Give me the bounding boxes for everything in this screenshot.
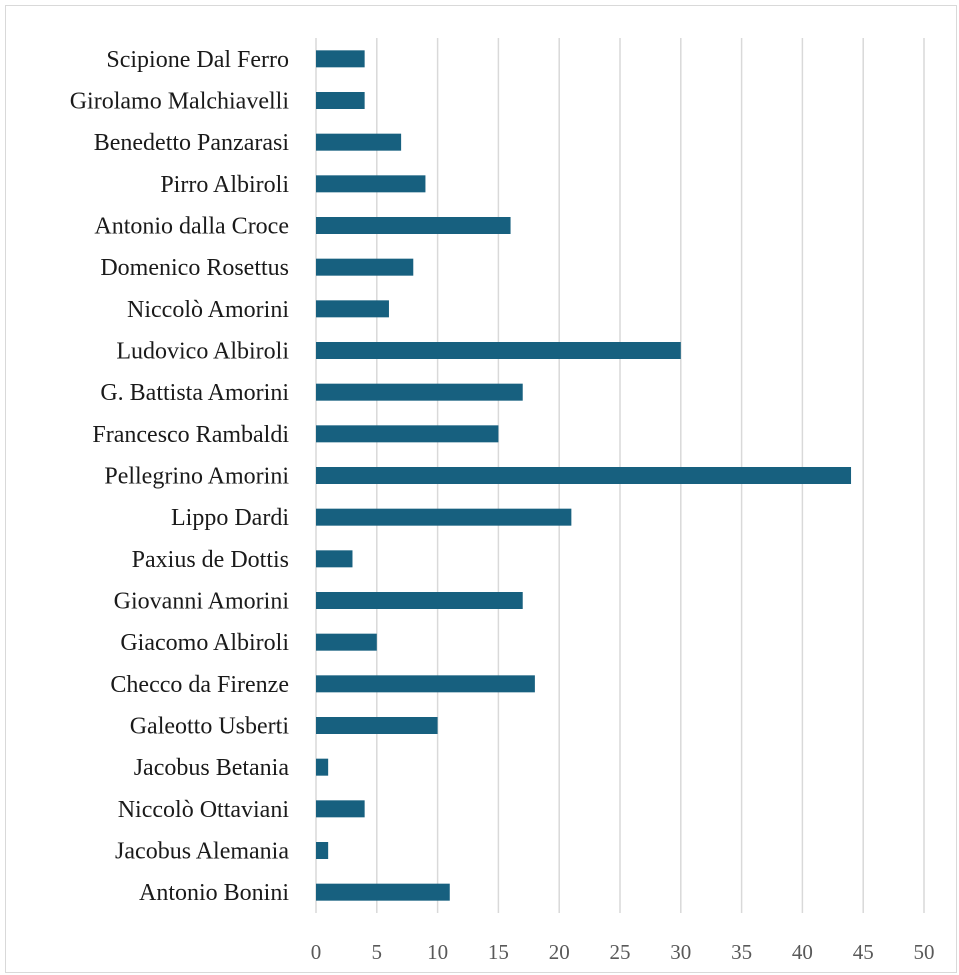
- bar-8: [316, 383, 523, 401]
- bar-9: [316, 425, 499, 443]
- bar-4: [316, 217, 511, 234]
- bar-17: [316, 758, 329, 776]
- bar-12: [316, 550, 353, 568]
- bar-5: [316, 258, 414, 276]
- category-label-9: Francesco Rambaldi: [92, 422, 289, 448]
- category-label-1: Girolamo Malchiavelli: [70, 89, 290, 115]
- x-tick-label-20: 20: [549, 940, 570, 964]
- category-label-11: Lippo Dardi: [171, 505, 289, 531]
- category-label-19: Jacobus Alemania: [115, 839, 289, 865]
- category-label-7: Ludovico Albiroli: [116, 339, 289, 365]
- category-label-12: Paxius de Dottis: [132, 547, 289, 573]
- category-label-4: Antonio dalla Croce: [94, 214, 289, 240]
- bar-13: [316, 592, 523, 609]
- x-tick-label-40: 40: [792, 940, 813, 964]
- chart-frame: Scipione Dal Ferro Girolamo Malchiavelli B…: [5, 5, 957, 973]
- x-tick-label-50: 50: [914, 940, 935, 964]
- category-labels: Scipione Dal Ferro Girolamo Malchiavelli B…: [70, 47, 290, 906]
- bar-7: [316, 342, 681, 359]
- bar-3: [316, 175, 426, 193]
- bar-15: [316, 675, 535, 693]
- category-label-6: Niccolò Amorini: [127, 297, 289, 323]
- x-tick-label-0: 0: [311, 940, 322, 964]
- bar-chart: Scipione Dal Ferro Girolamo Malchiavelli B…: [70, 38, 935, 964]
- category-label-14: Giacomo Albiroli: [120, 630, 289, 656]
- x-tick-label-35: 35: [731, 940, 752, 964]
- category-label-10: Pellegrino Amorini: [104, 464, 289, 490]
- category-label-0: Scipione Dal Ferro: [106, 47, 289, 73]
- x-tick-label-10: 10: [427, 940, 448, 964]
- bar-11: [316, 508, 572, 526]
- bar-0: [316, 50, 365, 68]
- category-label-13: Giovanni Amorini: [114, 589, 290, 615]
- category-label-20: Antonio Bonini: [139, 880, 289, 906]
- bar-18: [316, 800, 365, 818]
- bar-10: [316, 467, 852, 484]
- x-tick-label-5: 5: [372, 940, 383, 964]
- category-label-2: Benedetto Panzarasi: [94, 130, 290, 156]
- bar-20: [316, 883, 450, 901]
- bar-6: [316, 300, 389, 318]
- category-label-5: Domenico Rosettus: [100, 255, 289, 281]
- category-label-8: G. Battista Amorini: [100, 380, 289, 406]
- category-label-15: Checco da Firenze: [110, 672, 289, 698]
- bar-19: [316, 842, 329, 859]
- bar-14: [316, 633, 377, 651]
- category-label-18: Niccolò Ottaviani: [118, 797, 290, 823]
- category-label-3: Pirro Albiroli: [160, 172, 289, 198]
- category-label-16: Galeotto Usberti: [130, 714, 290, 740]
- category-label-17: Jacobus Betania: [134, 755, 290, 781]
- bar-2: [316, 133, 402, 151]
- bars: [316, 50, 852, 901]
- x-tick-label-45: 45: [853, 940, 874, 964]
- x-tick-label-15: 15: [488, 940, 509, 964]
- x-tick-label-30: 30: [670, 940, 691, 964]
- x-axis-tick-labels: 0 5 10 15 20 25 30 35 40 45 50: [311, 940, 935, 964]
- x-tick-label-25: 25: [610, 940, 631, 964]
- bar-16: [316, 717, 438, 734]
- bar-1: [316, 92, 365, 109]
